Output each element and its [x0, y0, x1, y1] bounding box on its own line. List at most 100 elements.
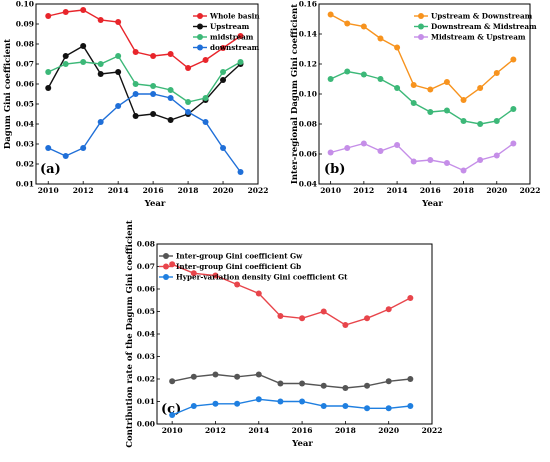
- data-point: [167, 117, 174, 123]
- y-tick-label: 0.06: [299, 150, 317, 159]
- legend-marker: [197, 34, 203, 40]
- chart-panel-2: 2010 2012 2014 2016 2018 2020 2022 0.00 0.01 0.02…: [125, 220, 442, 449]
- data-point: [377, 35, 384, 42]
- x-tick-label: 2014: [248, 426, 269, 435]
- data-point: [427, 109, 434, 115]
- data-point: [443, 79, 450, 85]
- y-axis-label: Dagum Gini coefficient: [3, 39, 13, 149]
- x-tick-label: 2012: [73, 186, 94, 195]
- data-point: [342, 403, 349, 409]
- data-point: [167, 51, 174, 57]
- data-point: [427, 86, 434, 93]
- data-point: [62, 153, 69, 159]
- data-point: [150, 91, 157, 97]
- data-point: [220, 69, 227, 75]
- data-point: [237, 33, 244, 39]
- data-point: [344, 145, 351, 151]
- series-line-1: [330, 70, 514, 125]
- y-tick-label: 0.16: [299, 0, 317, 9]
- data-point: [97, 71, 104, 77]
- data-point: [115, 53, 122, 59]
- data-point: [80, 59, 87, 65]
- legend-entry: midstream: [210, 33, 254, 42]
- x-tick-label: 2020: [486, 186, 507, 195]
- data-point: [255, 371, 262, 378]
- data-point: [394, 44, 401, 51]
- x-tick-label: 2020: [213, 186, 234, 195]
- legend-entry: Hyper-variation density Gini coefficient…: [176, 273, 348, 282]
- data-point: [320, 403, 327, 409]
- data-point: [150, 53, 157, 59]
- data-point: [169, 261, 176, 268]
- data-point: [80, 43, 87, 49]
- data-point: [97, 119, 104, 125]
- data-point: [220, 77, 227, 83]
- data-point: [327, 76, 334, 82]
- data-point: [80, 145, 87, 151]
- data-point: [169, 378, 176, 385]
- data-point: [510, 56, 517, 63]
- data-point: [190, 403, 197, 409]
- data-point: [234, 373, 241, 380]
- chart-panel-1: 2010 2012 2014 2016 2018 2020 2022 0.04 0.06 0.08…: [290, 0, 540, 209]
- x-tick-label: 2016: [143, 186, 164, 195]
- data-point: [185, 99, 192, 105]
- data-point: [277, 313, 284, 319]
- x-tick-label: 2022: [422, 426, 443, 435]
- data-point: [344, 68, 351, 75]
- data-point: [410, 158, 417, 165]
- data-point: [385, 378, 392, 385]
- data-point: [202, 95, 209, 101]
- y-tick-label: 0.08: [137, 240, 155, 249]
- x-tick-label: 2018: [335, 426, 356, 435]
- data-point: [255, 290, 262, 297]
- data-point: [277, 398, 284, 405]
- x-tick-label: 2016: [292, 426, 313, 435]
- data-point: [277, 380, 284, 387]
- data-point: [185, 109, 192, 115]
- x-tick-label: 2014: [108, 186, 129, 195]
- data-point: [460, 118, 467, 124]
- y-tick-label: 0.00: [137, 420, 155, 429]
- data-point: [97, 17, 104, 23]
- legend-marker: [418, 13, 424, 19]
- y-tick-label: 0.03: [137, 352, 155, 361]
- y-tick-label: 0.08: [299, 120, 317, 129]
- y-tick-label: 0.10: [16, 0, 34, 9]
- data-point: [115, 103, 122, 109]
- data-point: [202, 119, 209, 125]
- legend-marker: [163, 253, 169, 259]
- legend-entry: Inter-group Gini coefficient Gw: [176, 252, 303, 261]
- data-point: [45, 85, 52, 91]
- data-point: [220, 145, 227, 151]
- y-tick-label: 0.12: [299, 60, 317, 69]
- legend-marker: [197, 13, 203, 19]
- series-line-2: [47, 55, 241, 103]
- panel-label: (b): [324, 162, 345, 177]
- x-axis-label: Year: [421, 199, 443, 209]
- data-point: [320, 308, 327, 315]
- data-point: [377, 76, 384, 82]
- data-point: [342, 322, 349, 328]
- data-point: [443, 160, 450, 166]
- y-tick-label: 0.14: [299, 30, 317, 39]
- data-point: [407, 376, 414, 382]
- data-point: [167, 95, 174, 101]
- data-point: [443, 107, 450, 114]
- data-point: [385, 405, 392, 412]
- y-tick-label: 0.04: [16, 120, 34, 129]
- y-tick-label: 0.01: [137, 397, 155, 406]
- legend-marker: [197, 23, 203, 30]
- data-point: [212, 400, 219, 407]
- data-point: [407, 295, 414, 301]
- data-point: [185, 65, 192, 71]
- data-point: [255, 396, 262, 403]
- y-tick-label: 0.04: [299, 180, 317, 189]
- data-point: [234, 400, 241, 407]
- data-point: [299, 380, 306, 387]
- data-point: [97, 61, 104, 67]
- data-point: [220, 45, 227, 51]
- data-point: [493, 118, 500, 124]
- x-axis-label: Year: [144, 199, 166, 209]
